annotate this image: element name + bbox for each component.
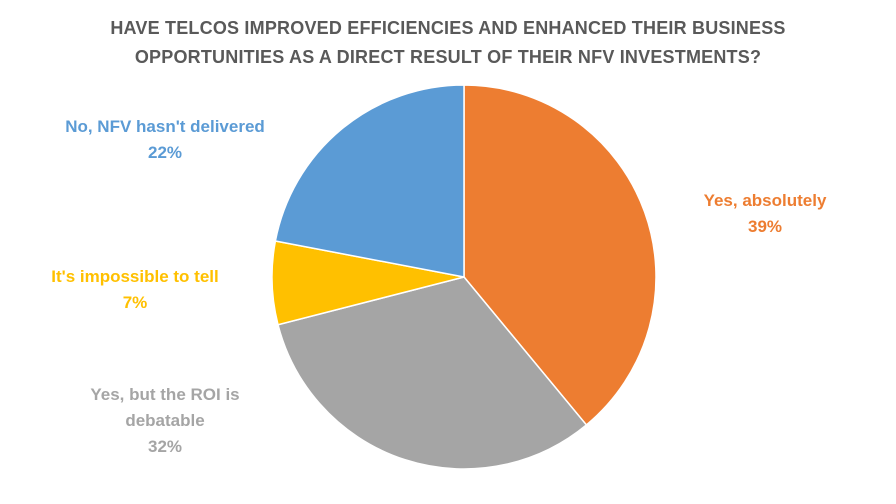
label-roi-text-2: debatable bbox=[125, 411, 205, 430]
chart-title-line-1: HAVE TELCOS IMPROVED EFFICIENCIES AND EN… bbox=[110, 18, 786, 38]
label-impossible-value: 7% bbox=[122, 293, 148, 312]
label-yes-absolutely-value: 39% bbox=[747, 217, 783, 236]
label-roi-text-1: Yes, but the ROI is bbox=[90, 385, 240, 404]
label-yes-absolutely-text: Yes, absolutely bbox=[703, 191, 827, 210]
slice-roi-debatable bbox=[277, 276, 588, 470]
label-yes-absolutely: Yes, absolutely 39% bbox=[670, 188, 860, 240]
label-impossible: It's impossible to tell 7% bbox=[10, 264, 260, 316]
chart-title-line-2: OPPORTUNITIES AS A DIRECT RESULT OF THEI… bbox=[134, 47, 762, 67]
label-no-nfv-text: No, NFV hasn't delivered bbox=[65, 117, 265, 136]
label-roi-debatable: Yes, but the ROI is debatable 32% bbox=[50, 382, 280, 460]
label-no-nfv-value: 22% bbox=[147, 143, 183, 162]
label-roi-value: 32% bbox=[147, 437, 183, 456]
label-no-nfv: No, NFV hasn't delivered 22% bbox=[20, 114, 310, 166]
slice-no-nfv bbox=[274, 84, 465, 278]
label-impossible-text: It's impossible to tell bbox=[51, 267, 219, 286]
slice-yes-absolutely bbox=[463, 84, 657, 426]
